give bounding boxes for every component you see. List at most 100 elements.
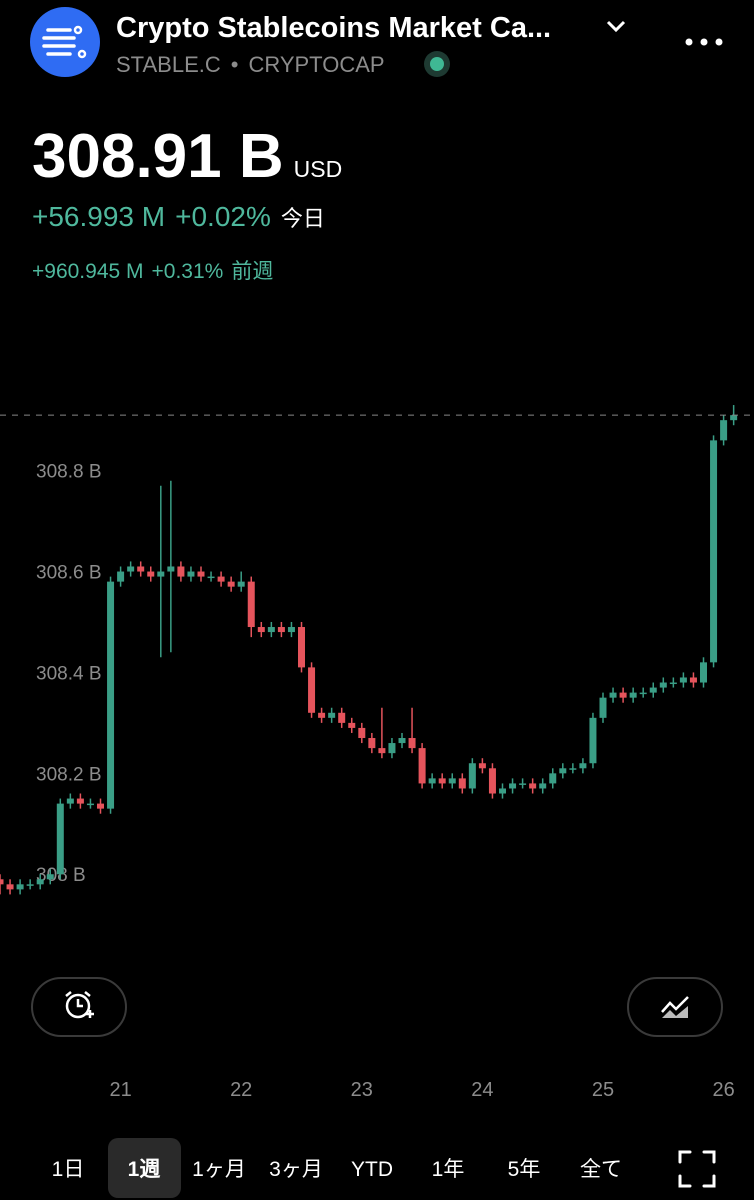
candle-body — [679, 677, 687, 683]
candle-body — [227, 581, 235, 587]
candle-body — [66, 798, 74, 804]
candle-body — [338, 712, 346, 723]
candle-body — [549, 773, 557, 784]
x-tick-label: 24 — [471, 1079, 493, 1101]
candle-body — [267, 627, 275, 633]
status-dot — [430, 57, 444, 71]
symbol-title[interactable]: Crypto Stablecoins Market Ca... — [116, 12, 551, 44]
range-tab[interactable]: 1年 — [432, 1158, 465, 1181]
chart-style-button[interactable] — [627, 977, 723, 1037]
candle-body — [0, 879, 4, 885]
range-tabs: 1日 1週 1ヶ月 3ヶ月 YTD 1年 5年 全て — [52, 1138, 622, 1198]
candle-body — [26, 884, 34, 886]
range-tab[interactable]: YTD — [351, 1158, 393, 1181]
candle-body — [499, 788, 506, 794]
candle-body — [287, 627, 295, 633]
candle-body — [629, 692, 637, 698]
candle-body — [378, 748, 386, 754]
candle-body — [579, 763, 587, 769]
candle-body — [177, 566, 185, 577]
candle-body — [147, 571, 155, 577]
today-change-pct: +0.02% — [175, 201, 271, 232]
candle-body — [599, 697, 607, 718]
candle-body — [539, 783, 547, 789]
range-tab[interactable]: 全て — [580, 1158, 622, 1181]
range-tab[interactable]: 1週 — [128, 1158, 161, 1181]
today-label: 今日 — [281, 206, 325, 231]
candle-body — [448, 778, 456, 784]
candle-body — [237, 581, 245, 587]
candle-body — [388, 743, 396, 754]
today-change: +56.993 M — [32, 201, 165, 232]
candle-body — [207, 576, 215, 579]
y-tick-label: 308.4 B — [36, 663, 102, 684]
alert-button[interactable] — [31, 977, 127, 1037]
candle-body — [700, 662, 707, 683]
x-tick-label: 25 — [592, 1079, 614, 1101]
candle-body — [468, 763, 476, 789]
candle-body — [659, 682, 667, 688]
y-tick-label: 308.6 B — [36, 563, 102, 584]
candle-body — [428, 778, 436, 784]
candle-body — [328, 712, 336, 718]
candle-body — [197, 571, 205, 577]
price: 308.91 B — [32, 122, 284, 191]
today-change-line: +56.993 M +0.02% 今日 — [32, 201, 325, 232]
candle-body — [710, 440, 718, 663]
candle-body — [167, 566, 175, 572]
range-tab[interactable]: 3ヶ月 — [269, 1158, 323, 1181]
more-menu[interactable] — [685, 38, 723, 46]
candle-body — [519, 783, 527, 785]
candle-body — [187, 571, 195, 577]
x-tick-label: 22 — [230, 1079, 252, 1101]
exchange: CRYPTOCAP — [248, 52, 384, 77]
candle-body — [127, 566, 135, 572]
candle-body — [6, 884, 14, 890]
price-line: 308.91 B USD — [32, 122, 342, 191]
candle-body — [56, 803, 64, 875]
candle-body — [408, 738, 416, 749]
candle-body — [277, 627, 285, 633]
y-tick-label: 308.8 B — [36, 462, 102, 483]
candle-body — [669, 682, 677, 685]
week-change: +960.945 M — [32, 260, 144, 283]
candle-body — [298, 627, 305, 668]
candle-body — [86, 803, 94, 806]
candle-body — [529, 783, 537, 789]
candle-body — [46, 874, 54, 880]
range-tab[interactable]: 5年 — [508, 1158, 541, 1181]
fullscreen-button[interactable] — [678, 1150, 716, 1188]
candle-body — [97, 803, 104, 809]
week-change-pct: +0.31% — [152, 260, 224, 283]
separator: • — [231, 52, 239, 77]
candle-body — [639, 692, 647, 695]
title-chevron[interactable] — [606, 20, 626, 33]
candle-body — [257, 627, 265, 633]
candle-body — [16, 884, 24, 890]
candle-body — [509, 783, 517, 789]
candle-body — [689, 677, 697, 683]
candle-body — [308, 667, 316, 713]
candle-body — [368, 738, 376, 749]
candle-body — [107, 581, 115, 809]
y-tick-label: 308.2 B — [36, 764, 102, 785]
candle-body — [720, 420, 728, 441]
symbol-icon — [30, 7, 100, 77]
candle-body — [217, 576, 225, 582]
candle-body — [438, 778, 446, 784]
symbol: STABLE.C — [116, 52, 221, 77]
candle-body — [348, 722, 356, 728]
x-tick-label: 26 — [712, 1079, 734, 1101]
range-tab[interactable]: 1ヶ月 — [192, 1158, 246, 1181]
x-tick-label: 23 — [351, 1079, 373, 1101]
symbol-subtitle: STABLE.C • CRYPTOCAP — [116, 52, 385, 77]
candle-body — [76, 798, 84, 804]
candle-body — [157, 571, 165, 577]
range-tab[interactable]: 1日 — [52, 1158, 85, 1181]
candle-body — [649, 687, 657, 693]
candle-body — [488, 768, 496, 794]
candle-body — [619, 692, 627, 698]
